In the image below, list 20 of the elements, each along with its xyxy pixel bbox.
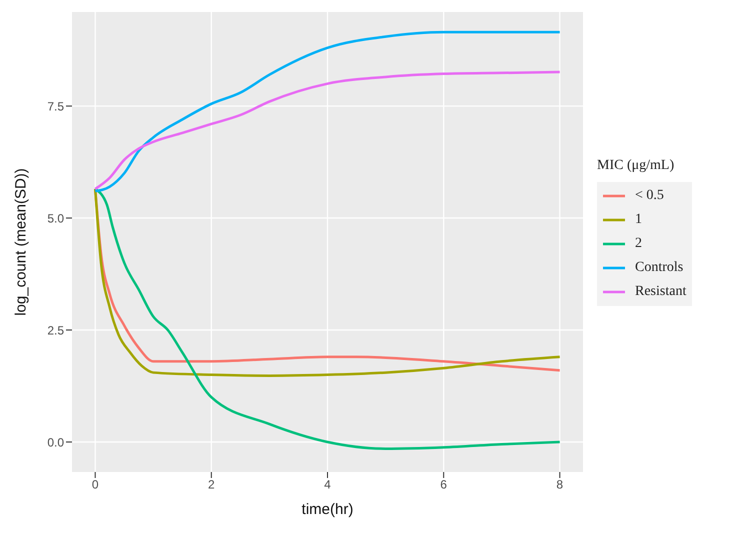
x-tick-label: 6 <box>440 478 448 492</box>
x-tick-label: 4 <box>324 478 332 492</box>
legend-title: MIC (μg/mL) <box>597 158 676 174</box>
legend-label: Resistant <box>635 284 686 300</box>
line-series <box>94 30 562 192</box>
y-tick-label: 0.0 <box>47 435 64 450</box>
legend-label: 1 <box>635 212 642 228</box>
line-series <box>94 188 562 450</box>
legend-label: < 0.5 <box>635 188 664 204</box>
x-axis-title: time(hr) <box>302 501 354 518</box>
y-axis-title: log_count (mean(SD)) <box>12 168 30 316</box>
x-tick-label: 0 <box>92 478 99 492</box>
y-tick-label: 5.0 <box>47 211 64 226</box>
x-tick-label: 2 <box>208 478 216 492</box>
line-series <box>94 70 562 190</box>
legend-label: Controls <box>635 260 684 276</box>
legend-label: 2 <box>635 236 642 252</box>
y-tick-label: 2.5 <box>47 323 64 338</box>
y-tick-label: 7.5 <box>47 99 64 114</box>
x-tick-label: 8 <box>556 478 564 492</box>
